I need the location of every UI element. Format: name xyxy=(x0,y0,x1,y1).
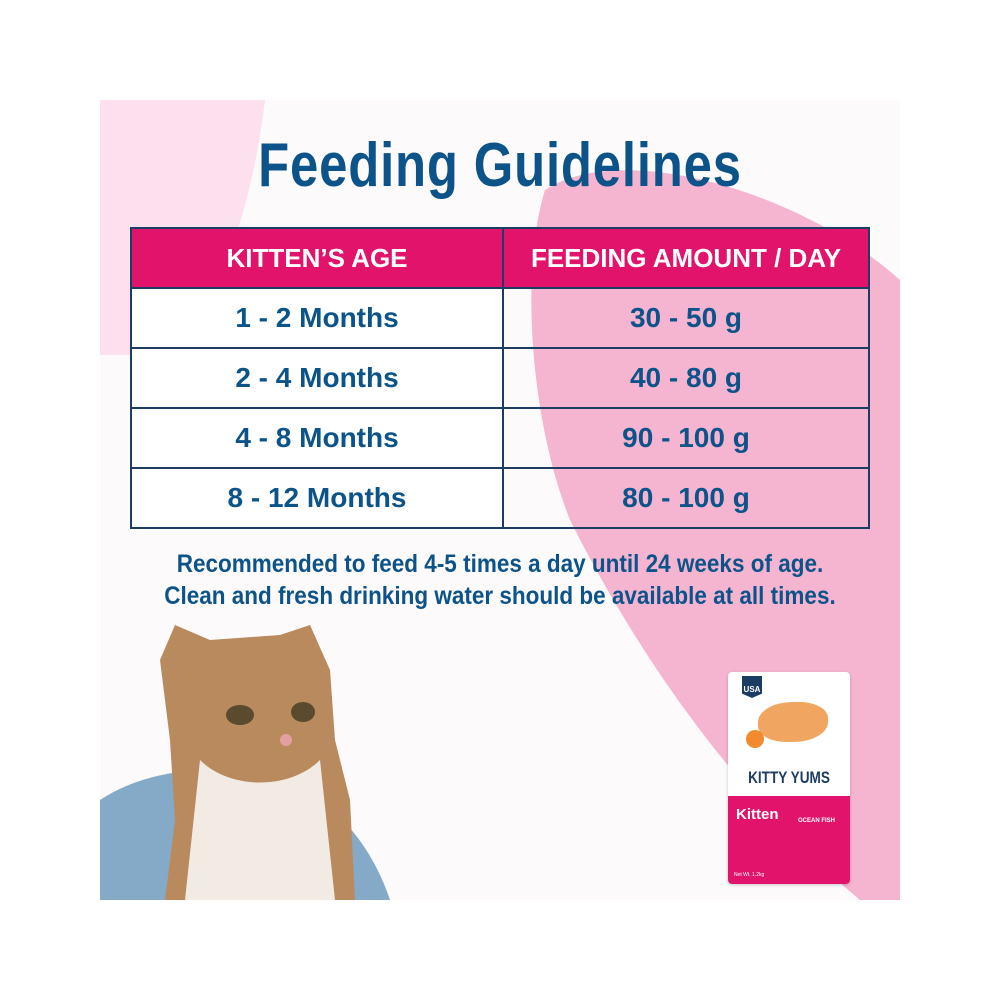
feeding-notes: Recommended to feed 4-5 times a day unti… xyxy=(50,548,950,612)
table-row: 1 - 2 Months 30 - 50 g xyxy=(130,287,870,349)
amount-cell: 40 - 80 g xyxy=(502,347,870,409)
kitten-photo xyxy=(160,625,355,900)
usa-badge: USA xyxy=(742,676,762,698)
table-row: 8 - 12 Months 80 - 100 g xyxy=(130,467,870,529)
table-row: 4 - 8 Months 90 - 100 g xyxy=(130,407,870,469)
page-title: Feeding Guidelines xyxy=(258,131,742,200)
feeding-table: KITTEN’S AGE FEEDING AMOUNT / DAY 1 - 2 … xyxy=(130,227,870,529)
package-lower-panel: Kitten OCEAN FISH Net Wt. 1.2kg xyxy=(728,796,850,884)
header-amount: FEEDING AMOUNT / DAY xyxy=(502,227,870,289)
package-variant: Kitten xyxy=(736,806,779,823)
toy-ball-icon xyxy=(746,730,764,748)
header-age: KITTEN’S AGE xyxy=(130,227,504,289)
age-cell: 2 - 4 Months xyxy=(130,347,504,409)
age-cell: 8 - 12 Months xyxy=(130,467,504,529)
note-line: Clean and fresh drinking water should be… xyxy=(164,582,836,610)
note-line: Recommended to feed 4-5 times a day unti… xyxy=(176,550,824,578)
package-weight: Net Wt. 1.2kg xyxy=(734,872,765,878)
package-cat-image xyxy=(758,702,828,742)
amount-cell: 90 - 100 g xyxy=(502,407,870,469)
age-cell: 4 - 8 Months xyxy=(130,407,504,469)
amount-cell: 30 - 50 g xyxy=(502,287,870,349)
package-brand: KITTY YUMS xyxy=(748,768,830,787)
amount-cell: 80 - 100 g xyxy=(502,467,870,529)
age-cell: 1 - 2 Months xyxy=(130,287,504,349)
package-flavor: OCEAN FISH xyxy=(798,818,836,824)
table-header-row: KITTEN’S AGE FEEDING AMOUNT / DAY xyxy=(130,227,870,289)
table-row: 2 - 4 Months 40 - 80 g xyxy=(130,347,870,409)
product-package: USA KITTY YUMS Kitten OCEAN FISH Net Wt.… xyxy=(728,672,850,884)
